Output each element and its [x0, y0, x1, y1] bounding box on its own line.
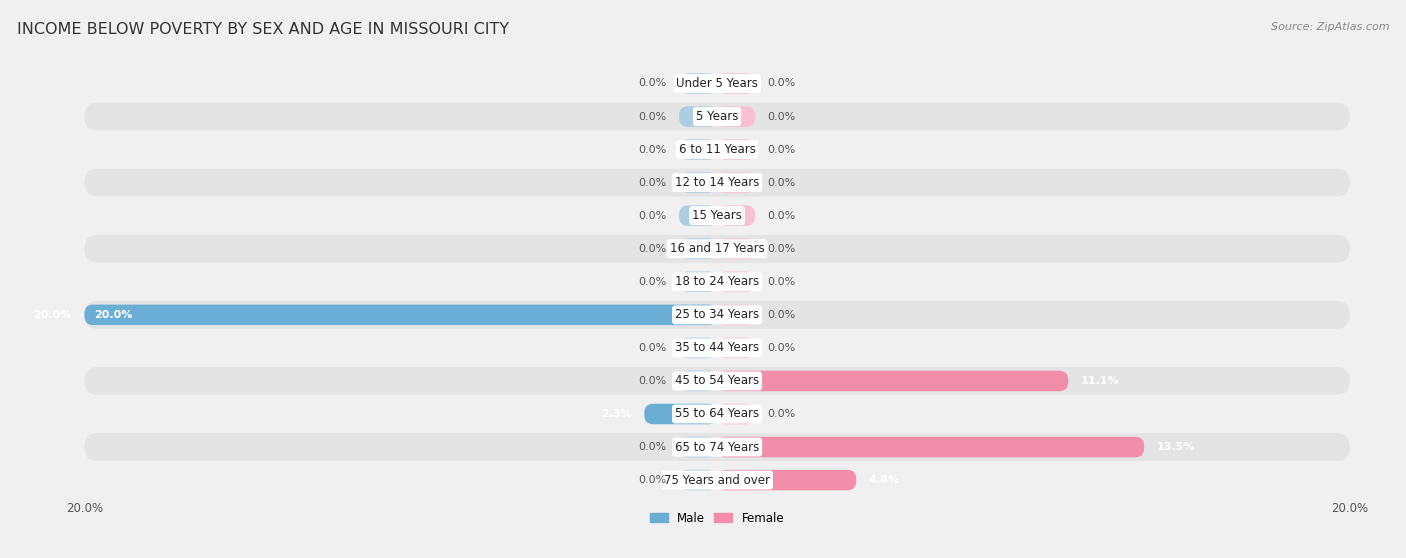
Text: 15 Years: 15 Years	[692, 209, 742, 222]
Text: 0.0%: 0.0%	[638, 277, 666, 287]
FancyBboxPatch shape	[679, 140, 717, 160]
FancyBboxPatch shape	[717, 172, 755, 193]
FancyBboxPatch shape	[84, 400, 1350, 428]
Text: 0.0%: 0.0%	[638, 211, 666, 220]
Text: 0.0%: 0.0%	[638, 376, 666, 386]
Text: 25 to 34 Years: 25 to 34 Years	[675, 309, 759, 321]
FancyBboxPatch shape	[84, 136, 1350, 163]
FancyBboxPatch shape	[679, 238, 717, 259]
Text: 0.0%: 0.0%	[768, 79, 796, 89]
FancyBboxPatch shape	[717, 106, 755, 127]
FancyBboxPatch shape	[717, 272, 755, 292]
Text: 5 Years: 5 Years	[696, 110, 738, 123]
FancyBboxPatch shape	[679, 172, 717, 193]
FancyBboxPatch shape	[717, 470, 856, 490]
Text: 4.4%: 4.4%	[869, 475, 900, 485]
FancyBboxPatch shape	[717, 73, 755, 94]
FancyBboxPatch shape	[84, 202, 1350, 229]
Text: 0.0%: 0.0%	[768, 211, 796, 220]
Text: 0.0%: 0.0%	[768, 244, 796, 254]
Text: 0.0%: 0.0%	[638, 442, 666, 452]
Text: 0.0%: 0.0%	[768, 310, 796, 320]
Text: 65 to 74 Years: 65 to 74 Years	[675, 441, 759, 454]
FancyBboxPatch shape	[84, 466, 1350, 494]
Text: 12 to 14 Years: 12 to 14 Years	[675, 176, 759, 189]
FancyBboxPatch shape	[84, 103, 1350, 131]
FancyBboxPatch shape	[644, 404, 717, 424]
Text: 45 to 54 Years: 45 to 54 Years	[675, 374, 759, 387]
Text: 55 to 64 Years: 55 to 64 Years	[675, 407, 759, 421]
Text: 13.5%: 13.5%	[1157, 442, 1195, 452]
FancyBboxPatch shape	[717, 437, 1144, 458]
Text: 20.0%: 20.0%	[34, 310, 72, 320]
Text: 0.0%: 0.0%	[768, 409, 796, 419]
FancyBboxPatch shape	[679, 470, 717, 490]
Text: 16 and 17 Years: 16 and 17 Years	[669, 242, 765, 255]
FancyBboxPatch shape	[84, 334, 1350, 362]
Text: INCOME BELOW POVERTY BY SEX AND AGE IN MISSOURI CITY: INCOME BELOW POVERTY BY SEX AND AGE IN M…	[17, 22, 509, 37]
Text: 75 Years and over: 75 Years and over	[664, 474, 770, 487]
Text: 18 to 24 Years: 18 to 24 Years	[675, 275, 759, 288]
FancyBboxPatch shape	[679, 73, 717, 94]
Text: 0.0%: 0.0%	[638, 244, 666, 254]
Text: 0.0%: 0.0%	[768, 112, 796, 122]
FancyBboxPatch shape	[679, 437, 717, 458]
Text: 11.1%: 11.1%	[1081, 376, 1119, 386]
FancyBboxPatch shape	[84, 169, 1350, 196]
Text: 35 to 44 Years: 35 to 44 Years	[675, 341, 759, 354]
FancyBboxPatch shape	[717, 205, 755, 226]
FancyBboxPatch shape	[84, 235, 1350, 263]
FancyBboxPatch shape	[717, 371, 1069, 391]
Legend: Male, Female: Male, Female	[645, 507, 789, 530]
FancyBboxPatch shape	[84, 433, 1350, 461]
Text: 0.0%: 0.0%	[638, 475, 666, 485]
Text: 20.0%: 20.0%	[94, 310, 132, 320]
Text: 0.0%: 0.0%	[638, 177, 666, 187]
FancyBboxPatch shape	[717, 140, 755, 160]
Text: 0.0%: 0.0%	[638, 79, 666, 89]
Text: 2.3%: 2.3%	[600, 409, 631, 419]
Text: 0.0%: 0.0%	[638, 343, 666, 353]
FancyBboxPatch shape	[679, 106, 717, 127]
FancyBboxPatch shape	[717, 238, 755, 259]
FancyBboxPatch shape	[84, 367, 1350, 395]
FancyBboxPatch shape	[84, 70, 1350, 97]
FancyBboxPatch shape	[679, 205, 717, 226]
FancyBboxPatch shape	[84, 305, 717, 325]
FancyBboxPatch shape	[717, 305, 755, 325]
FancyBboxPatch shape	[717, 338, 755, 358]
Text: Source: ZipAtlas.com: Source: ZipAtlas.com	[1271, 22, 1389, 32]
Text: 0.0%: 0.0%	[768, 145, 796, 155]
Text: 0.0%: 0.0%	[768, 343, 796, 353]
FancyBboxPatch shape	[84, 268, 1350, 296]
Text: Under 5 Years: Under 5 Years	[676, 77, 758, 90]
FancyBboxPatch shape	[717, 404, 755, 424]
Text: 0.0%: 0.0%	[638, 112, 666, 122]
Text: 0.0%: 0.0%	[768, 277, 796, 287]
Text: 6 to 11 Years: 6 to 11 Years	[679, 143, 755, 156]
Text: 0.0%: 0.0%	[638, 145, 666, 155]
FancyBboxPatch shape	[679, 371, 717, 391]
FancyBboxPatch shape	[679, 272, 717, 292]
Text: 0.0%: 0.0%	[768, 177, 796, 187]
FancyBboxPatch shape	[679, 338, 717, 358]
FancyBboxPatch shape	[84, 301, 1350, 329]
